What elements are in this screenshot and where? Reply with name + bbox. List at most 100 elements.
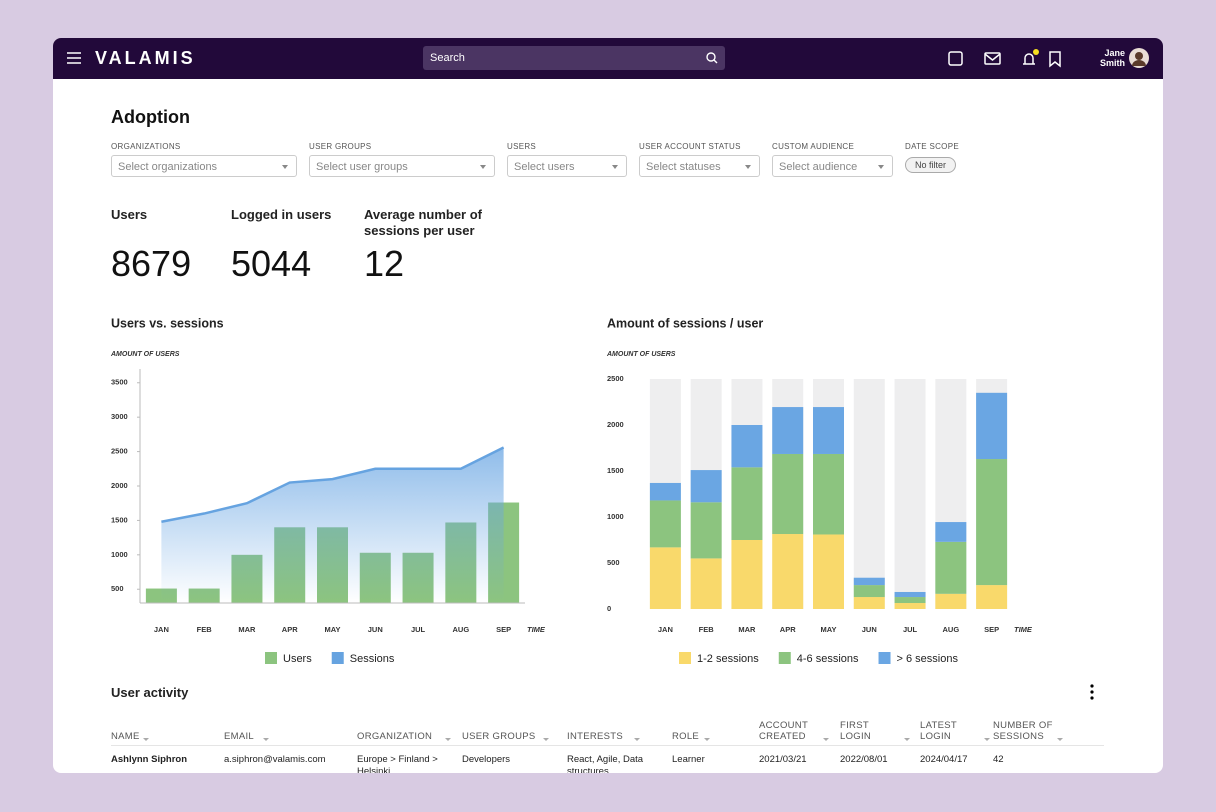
filter-label: USERS: [507, 142, 537, 151]
y-tick-label: 500: [607, 558, 620, 567]
sort-icon[interactable]: [1057, 738, 1063, 744]
column-header: ACCOUNT CREATED: [759, 720, 808, 742]
y-axis-label: AMOUNT OF USERS: [606, 351, 676, 358]
table-cell: Ashlynn Siphron: [111, 754, 187, 765]
x-axis-label: TIME: [1014, 625, 1033, 634]
bar-segment: [690, 470, 722, 503]
avatar[interactable]: [1129, 48, 1149, 68]
table-cell: a.siphron@valamis.com: [224, 754, 326, 765]
filter-select[interactable]: Select audience: [772, 155, 893, 177]
sort-icon[interactable]: [143, 738, 149, 744]
filter-select[interactable]: Select statuses: [639, 155, 760, 177]
x-axis-label: TIME: [527, 625, 546, 634]
x-tick-label: FEB: [699, 625, 715, 634]
stat-label: Average number of sessions per user: [364, 207, 482, 238]
legend-swatch: [331, 652, 344, 664]
legend-swatch: [778, 652, 791, 664]
x-tick-label: JUL: [903, 625, 918, 634]
stat-value: 5044: [231, 243, 312, 284]
table-cell: Europe > Finland > Helsinki: [357, 754, 438, 773]
bar-segment: [935, 541, 967, 594]
column-header: ORGANIZATION: [357, 731, 433, 742]
sort-icon[interactable]: [634, 738, 640, 744]
filter-select[interactable]: Select user groups: [309, 155, 495, 177]
sort-icon[interactable]: [263, 738, 269, 744]
stat-label: Logged in users: [231, 207, 332, 222]
bar-background: [894, 379, 926, 609]
column-header: EMAIL: [224, 731, 255, 742]
stat-value: 12: [364, 243, 405, 284]
brand: VALAMIS: [95, 48, 196, 68]
x-tick-label: JUN: [368, 625, 383, 634]
legend-label: 1-2 sessions: [697, 653, 759, 665]
header-icons[interactable]: [945, 49, 1065, 69]
column-header: NAME: [111, 731, 140, 742]
x-tick-label: JUN: [862, 625, 877, 634]
legend-swatch: [878, 652, 891, 664]
bar-segment: [813, 453, 844, 535]
filter-select[interactable]: Select users: [507, 155, 627, 177]
sort-icon[interactable]: [543, 738, 549, 744]
sort-icon[interactable]: [445, 738, 451, 744]
column-header: LATEST LOGIN: [920, 720, 957, 742]
x-tick-label: AUG: [452, 625, 469, 634]
x-tick-label: JAN: [658, 625, 673, 634]
bar-segment: [649, 482, 681, 501]
sort-icon[interactable]: [704, 738, 710, 744]
bar-background: [853, 379, 885, 609]
filter-select[interactable]: No filter: [905, 157, 957, 173]
stat-label: Users: [111, 207, 148, 222]
x-tick-label: SEP: [496, 625, 511, 634]
bar-segment: [853, 577, 885, 586]
y-tick-label: 0: [607, 604, 611, 613]
bar-segment: [649, 500, 681, 548]
x-tick-label: APR: [780, 625, 796, 634]
search-box[interactable]: Search: [423, 46, 725, 70]
sort-icon[interactable]: [823, 738, 829, 744]
stat-value: 8679: [111, 243, 192, 284]
more-menu[interactable]: [1089, 684, 1095, 700]
x-tick-label: FEB: [197, 625, 213, 634]
legend-label: Users: [283, 653, 312, 665]
legend-label: Sessions: [350, 653, 395, 665]
x-tick-label: JUL: [411, 625, 426, 634]
legend-label: 4-6 sessions: [797, 653, 859, 665]
top-bar: VALAMIS Search Jane Smith: [53, 38, 1163, 79]
area: [161, 447, 504, 603]
sort-icon[interactable]: [904, 738, 910, 744]
chart-title: Users vs. sessions: [111, 316, 224, 330]
filter-select[interactable]: Select organizations: [111, 155, 297, 177]
bar-segment: [690, 558, 722, 609]
legend-swatch: [265, 652, 277, 664]
filter-label: ORGANIZATIONS: [111, 142, 181, 151]
menu-icon[interactable]: [67, 52, 81, 64]
bar-segment: [853, 585, 885, 598]
bar-segment: [813, 407, 844, 454]
legend-label: > 6 sessions: [897, 653, 959, 665]
filter-label: USER ACCOUNT STATUS: [639, 142, 741, 151]
table-cell: Developers: [462, 754, 511, 765]
user-name[interactable]: Jane Smith: [1099, 48, 1125, 68]
table-cell: 2024/04/17: [920, 754, 968, 765]
bar-segment: [772, 453, 804, 535]
filter-label: USER GROUPS: [309, 142, 372, 151]
bar-segment: [731, 467, 763, 540]
bar-segment: [772, 534, 804, 609]
x-tick-label: APR: [282, 625, 298, 634]
y-tick-label: 3500: [111, 378, 128, 387]
bar-segment: [976, 585, 1008, 609]
y-tick-label: 500: [111, 584, 124, 593]
bar-segment: [649, 547, 681, 609]
bar-segment: [772, 407, 804, 454]
table-cell: React, Agile, Data structures: [567, 754, 644, 773]
bar-segment: [894, 591, 926, 598]
y-tick-label: 3000: [111, 412, 128, 421]
sort-icon[interactable]: [984, 738, 990, 744]
bar-segment: [731, 540, 763, 609]
table-cell: 2022/08/01: [840, 754, 888, 765]
bar-segment: [853, 597, 885, 609]
search-placeholder: Search: [430, 52, 465, 64]
bar-segment: [894, 597, 926, 604]
